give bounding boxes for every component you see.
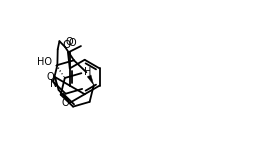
Text: O: O — [69, 38, 76, 48]
Text: N: N — [50, 79, 58, 89]
Text: O: O — [66, 37, 74, 47]
Text: O: O — [46, 72, 54, 81]
Text: HO: HO — [37, 57, 52, 67]
Text: H: H — [84, 67, 91, 77]
Text: O: O — [61, 98, 69, 108]
Text: O: O — [63, 40, 71, 50]
Polygon shape — [87, 75, 94, 85]
